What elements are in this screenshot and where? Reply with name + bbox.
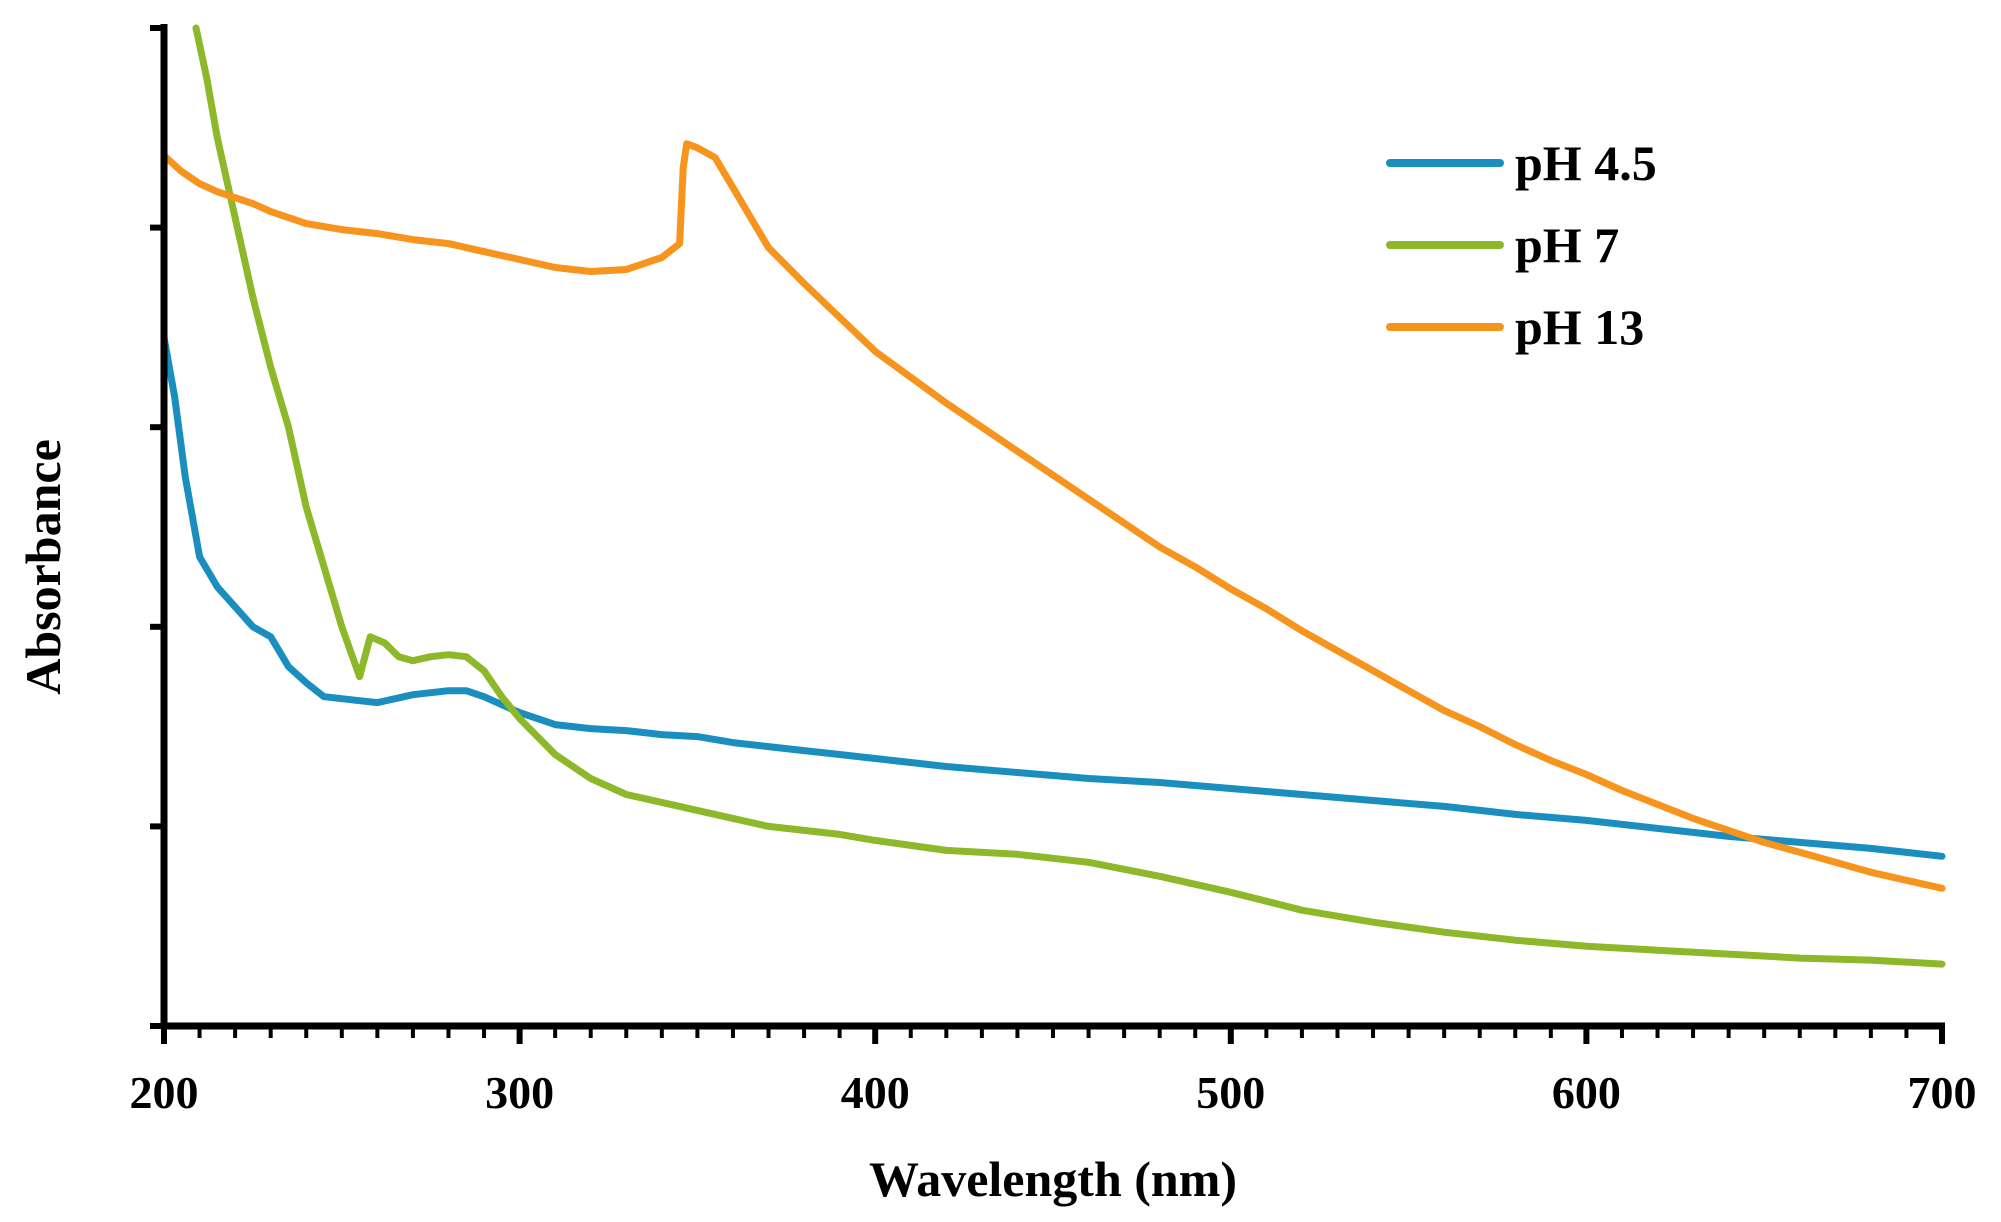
y-axis-title: Absorbance <box>15 439 71 695</box>
x-axis-title: Wavelength (nm) <box>869 1151 1237 1207</box>
series-layer <box>164 24 1946 968</box>
series-line-ph-7 <box>192 24 1946 968</box>
series-line-ph-4-5 <box>164 333 1946 860</box>
x-tick-label: 300 <box>485 1067 554 1118</box>
y-ticks <box>150 25 164 1029</box>
axes-layer: 200 300 400 500 600 700 <box>130 24 1977 1118</box>
x-tick-label: 600 <box>1552 1067 1621 1118</box>
x-tick-label: 700 <box>1908 1067 1977 1118</box>
series-line-ph-13 <box>164 140 1946 892</box>
x-tick-label: 500 <box>1196 1067 1265 1118</box>
legend-label-ph-4-5: pH 4.5 <box>1515 135 1657 191</box>
x-tick-label: 200 <box>130 1067 199 1118</box>
x-tick-label: 400 <box>841 1067 910 1118</box>
legend-label-ph-7: pH 7 <box>1515 217 1619 273</box>
x-ticks: 200 300 400 500 600 700 <box>130 1026 1977 1118</box>
legend: pH 4.5 pH 7 pH 13 <box>1386 135 1657 355</box>
legend-label-ph-13: pH 13 <box>1515 299 1644 355</box>
